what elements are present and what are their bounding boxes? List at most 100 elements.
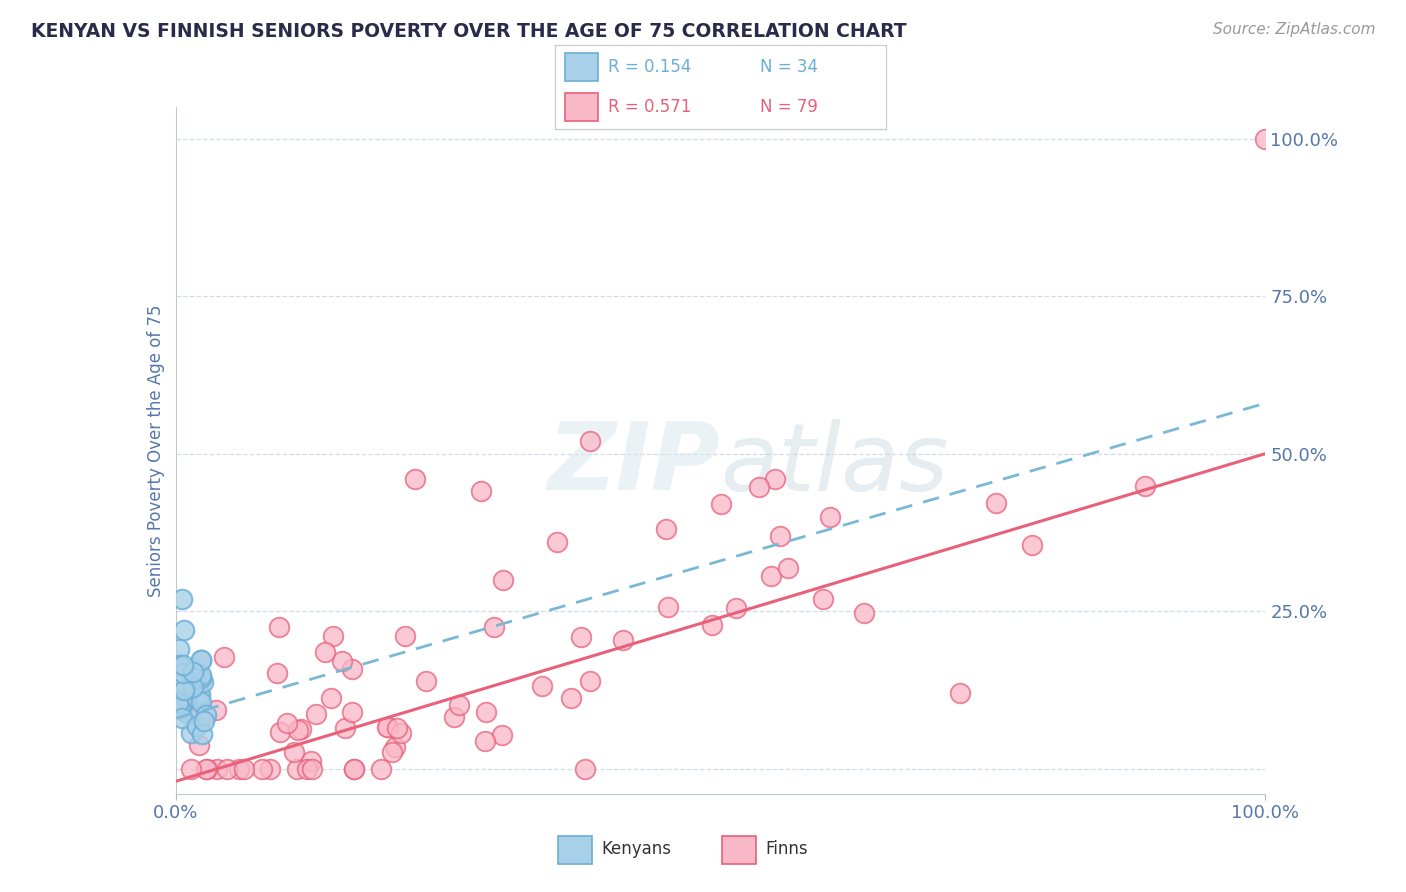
Point <box>187 738 209 752</box>
Text: N = 79: N = 79 <box>761 98 818 116</box>
Point <box>415 673 437 688</box>
Point <box>181 665 204 679</box>
Point <box>370 762 392 776</box>
Point <box>187 690 209 705</box>
FancyBboxPatch shape <box>565 54 599 81</box>
Point <box>188 710 211 724</box>
Point <box>212 650 235 665</box>
Point <box>769 528 792 542</box>
Point <box>612 633 634 648</box>
Point <box>167 642 190 657</box>
Text: atlas: atlas <box>721 418 949 509</box>
FancyBboxPatch shape <box>723 836 756 864</box>
Point <box>949 686 972 700</box>
Point <box>530 679 553 693</box>
Point <box>759 569 782 583</box>
Point <box>269 725 291 739</box>
Text: Source: ZipAtlas.com: Source: ZipAtlas.com <box>1212 22 1375 37</box>
Point <box>267 620 290 634</box>
Point <box>190 695 212 709</box>
Point <box>569 630 592 644</box>
Point <box>1133 478 1156 492</box>
Point <box>266 665 288 680</box>
Point <box>276 716 298 731</box>
Point <box>474 734 496 748</box>
Point <box>191 727 214 741</box>
Point <box>205 762 228 776</box>
Point <box>190 672 212 686</box>
Point <box>172 591 194 606</box>
Point <box>387 721 409 735</box>
Point <box>340 662 363 676</box>
Point <box>343 762 366 776</box>
Point <box>195 762 218 776</box>
Point <box>215 762 238 776</box>
Point <box>259 762 281 776</box>
Point <box>322 629 344 643</box>
Point <box>389 726 412 740</box>
Point <box>169 701 191 715</box>
Point <box>180 725 202 739</box>
Point <box>205 703 228 717</box>
Point <box>333 721 356 735</box>
Point <box>172 696 194 710</box>
Point <box>195 762 218 776</box>
Point <box>172 658 194 673</box>
Point <box>1254 131 1277 145</box>
Text: N = 34: N = 34 <box>761 58 818 76</box>
Point <box>190 687 212 701</box>
Point <box>702 618 724 632</box>
Point <box>299 754 322 768</box>
Point <box>173 683 195 698</box>
Point <box>443 710 465 724</box>
Point <box>167 696 190 710</box>
Text: R = 0.154: R = 0.154 <box>609 58 692 76</box>
Point <box>287 723 309 737</box>
Point <box>180 762 202 776</box>
Text: Kenyans: Kenyans <box>602 840 672 858</box>
Point <box>250 762 273 776</box>
Point <box>470 484 492 499</box>
Point <box>984 496 1007 510</box>
Point <box>724 601 747 615</box>
Point <box>180 666 202 681</box>
Point <box>492 573 515 587</box>
Text: Finns: Finns <box>766 840 808 858</box>
Point <box>191 674 214 689</box>
Point <box>330 654 353 668</box>
Point <box>748 480 770 494</box>
Point <box>574 762 596 776</box>
Text: KENYAN VS FINNISH SENIORS POVERTY OVER THE AGE OF 75 CORRELATION CHART: KENYAN VS FINNISH SENIORS POVERTY OVER T… <box>31 22 907 41</box>
Point <box>394 629 416 643</box>
Point <box>228 762 250 776</box>
Point <box>181 681 204 695</box>
Point <box>1021 538 1043 552</box>
Point <box>305 706 328 721</box>
Point <box>343 762 366 776</box>
Point <box>319 690 342 705</box>
Text: R = 0.571: R = 0.571 <box>609 98 692 116</box>
Point <box>377 720 399 734</box>
Point <box>657 600 679 615</box>
Point <box>180 666 202 681</box>
Point <box>184 671 207 685</box>
Point <box>170 711 193 725</box>
Point <box>290 723 312 737</box>
Point <box>176 706 198 720</box>
Point <box>186 719 208 733</box>
Point <box>560 690 582 705</box>
Point <box>233 762 256 776</box>
Text: ZIP: ZIP <box>548 418 721 510</box>
Point <box>491 729 513 743</box>
Point <box>194 707 217 722</box>
Point <box>172 666 194 681</box>
Point <box>190 668 212 682</box>
Point <box>776 561 799 575</box>
Point <box>167 658 190 673</box>
Point <box>852 606 875 620</box>
Point <box>578 673 600 688</box>
Point <box>173 623 195 637</box>
Point <box>381 746 404 760</box>
Point <box>193 714 215 728</box>
Point <box>384 740 406 755</box>
